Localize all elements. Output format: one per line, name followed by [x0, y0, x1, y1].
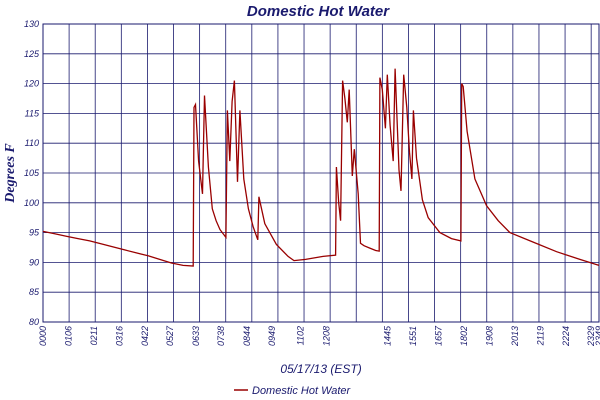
y-tick-label: 130 [24, 19, 39, 29]
x-tick-label: 2013 [510, 326, 520, 347]
x-tick-label: 2224 [561, 326, 571, 347]
y-tick-label: 100 [24, 198, 39, 208]
y-tick-label: 110 [25, 138, 39, 148]
y-axis-ticks: 80 85 90 95 100 105 110 115 120 125 130 [24, 19, 40, 327]
y-tick-label: 105 [24, 168, 40, 178]
x-tick-label: 0844 [242, 326, 252, 346]
x-axis-ticks: 0000 0106 0211 0316 0422 0527 0633 0738 0844 0949… [38, 325, 600, 347]
x-tick-label: 0422 [140, 326, 150, 346]
x-tick-label: 1208 [321, 326, 331, 346]
x-tick-label: 0633 [191, 326, 201, 346]
y-tick-label: 90 [29, 257, 39, 267]
x-tick-label: 0106 [64, 326, 74, 346]
x-tick-label: 0527 [165, 325, 175, 346]
x-tick-label: 1802 [459, 326, 469, 346]
legend-label: Domestic Hot Water [252, 385, 352, 397]
series-line-domestic-hot-water [42, 68, 600, 267]
legend: Domestic Hot Water [234, 385, 352, 397]
chart-grid [42, 23, 599, 323]
chart-title: Domestic Hot Water [247, 3, 390, 20]
x-tick-label: 1102 [296, 326, 306, 345]
x-tick-label: 2119 [536, 326, 546, 346]
y-tick-label: 80 [29, 317, 39, 327]
x-tick-label: 0949 [267, 326, 277, 346]
x-tick-label: 1908 [485, 326, 495, 346]
y-tick-label: 115 [25, 108, 40, 118]
x-tick-label: 0000 [38, 326, 48, 346]
y-axis-label: Degrees F [3, 143, 18, 204]
x-axis-label: 05/17/13 (EST) [280, 362, 361, 376]
x-tick-label: 1445 [382, 325, 392, 346]
x-tick-label: 2349 [594, 326, 600, 347]
x-tick-label: 0211 [89, 326, 99, 345]
x-tick-label: 1551 [408, 326, 418, 346]
x-tick-label: 2329 [586, 326, 596, 347]
y-tick-label: 120 [24, 79, 39, 89]
y-tick-label: 95 [29, 228, 40, 238]
x-tick-label: 0738 [216, 326, 226, 346]
y-tick-label: 125 [24, 49, 40, 59]
x-tick-label: 0316 [114, 326, 124, 346]
y-tick-label: 85 [29, 287, 40, 297]
x-tick-label: 1657 [434, 325, 444, 346]
plot-frame [42, 23, 600, 323]
